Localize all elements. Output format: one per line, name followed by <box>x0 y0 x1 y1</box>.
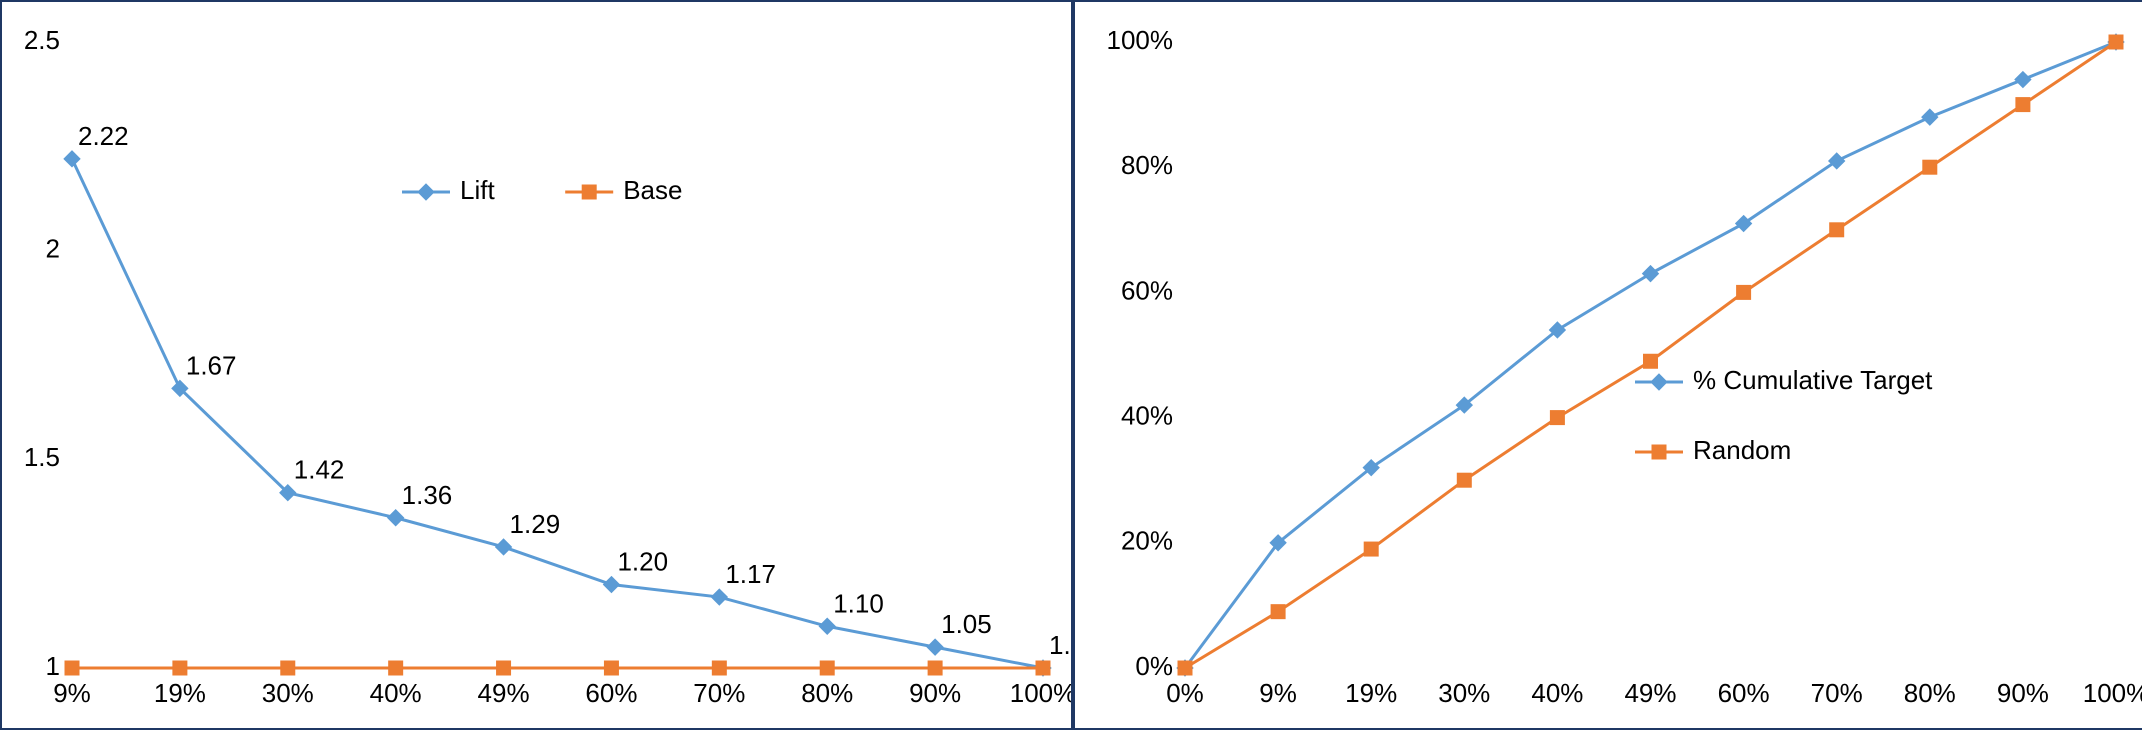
x-tick-label: 90% <box>909 678 961 708</box>
y-tick-label: 20% <box>1121 526 1173 556</box>
series-marker <box>603 577 619 593</box>
series-marker <box>173 661 187 675</box>
x-tick-label: 70% <box>693 678 745 708</box>
x-tick-label: 80% <box>1904 678 1956 708</box>
series-marker <box>820 661 834 675</box>
y-tick-label: 1 <box>46 651 60 681</box>
legend-label: Random <box>1693 435 1791 465</box>
x-tick-label: 30% <box>262 678 314 708</box>
lift-chart-panel: 1 1.5 2 2.5 9% 19% 30% 40% 49% 60% 70% 80% 90% 100% 2.… <box>0 0 1073 730</box>
x-tick-label: 9% <box>1259 678 1297 708</box>
x-tick-label: 100% <box>2083 678 2142 708</box>
series-marker <box>2015 72 2031 88</box>
y-tick-label: 2.5 <box>24 25 60 55</box>
x-tick-label: 40% <box>1531 678 1583 708</box>
x-tick-label: 70% <box>1811 678 1863 708</box>
x-tick-label: 0% <box>1166 678 1204 708</box>
series-marker <box>928 661 942 675</box>
series-marker <box>1737 285 1751 299</box>
series-marker <box>1923 160 1937 174</box>
y-tick-label: 60% <box>1121 275 1173 305</box>
series-marker <box>819 618 835 634</box>
data-label: 1.29 <box>510 509 561 539</box>
charts-container: 1 1.5 2 2.5 9% 19% 30% 40% 49% 60% 70% 80% 90% 100% 2.… <box>0 0 2142 730</box>
y-tick-label: 1.5 <box>24 442 60 472</box>
x-tick-label: 60% <box>1718 678 1770 708</box>
series-marker <box>65 661 79 675</box>
legend-label: % Cumulative Target <box>1693 365 1933 395</box>
series-marker <box>1830 223 1844 237</box>
data-label: 1.20 <box>617 547 668 577</box>
x-tick-label: 49% <box>1624 678 1676 708</box>
x-tick-label: 80% <box>801 678 853 708</box>
data-label: 1.10 <box>833 588 884 618</box>
legend-label: Base <box>623 175 682 205</box>
series-marker <box>2016 98 2030 112</box>
series-marker <box>927 639 943 655</box>
x-tick-label: 30% <box>1438 678 1490 708</box>
series-marker <box>1550 411 1564 425</box>
series-marker <box>712 661 726 675</box>
series-marker <box>1643 266 1659 282</box>
x-tick-label: 60% <box>585 678 637 708</box>
legend-marker <box>1652 445 1666 459</box>
legend-marker <box>1651 374 1667 390</box>
series-marker <box>1457 473 1471 487</box>
data-label: 1.00 <box>1049 630 1071 660</box>
y-tick-label: 40% <box>1121 400 1173 430</box>
x-tick-label: 40% <box>370 678 422 708</box>
series-marker <box>281 661 295 675</box>
series-marker <box>1036 661 1050 675</box>
legend-label: Lift <box>460 175 495 205</box>
series-marker <box>711 589 727 605</box>
legend-marker <box>582 185 596 199</box>
x-tick-label: 49% <box>478 678 530 708</box>
x-tick-label: 19% <box>1345 678 1397 708</box>
series-marker <box>497 661 511 675</box>
series-marker <box>1178 661 1192 675</box>
series-marker <box>1271 605 1285 619</box>
x-tick-label: 90% <box>1997 678 2049 708</box>
series-marker <box>64 151 80 167</box>
data-label: 1.42 <box>294 455 345 485</box>
gains-chart-panel: 0% 20% 40% 60% 80% 100% 0% 9% 19% 30% 40% 49% 60% 70%… <box>1073 0 2142 730</box>
x-tick-label: 9% <box>53 678 91 708</box>
series-marker <box>2109 35 2123 49</box>
y-tick-label: 0% <box>1135 651 1173 681</box>
data-label: 1.17 <box>725 559 776 589</box>
series-marker <box>1644 354 1658 368</box>
x-tick-label: 100% <box>1010 678 1071 708</box>
series-marker <box>1364 542 1378 556</box>
data-label: 1.36 <box>402 480 453 510</box>
data-label: 2.22 <box>78 121 129 151</box>
series-line <box>72 159 1043 668</box>
y-tick-label: 2 <box>46 234 60 264</box>
series-marker <box>389 661 403 675</box>
y-tick-label: 100% <box>1107 25 1174 55</box>
series-marker <box>1829 153 1845 169</box>
series-marker <box>1736 216 1752 232</box>
legend-marker <box>418 184 434 200</box>
x-tick-label: 19% <box>154 678 206 708</box>
data-label: 1.67 <box>186 350 237 380</box>
data-label: 1.05 <box>941 609 992 639</box>
series-marker <box>388 510 404 526</box>
series-marker <box>1922 109 1938 125</box>
y-tick-label: 80% <box>1121 150 1173 180</box>
series-marker <box>604 661 618 675</box>
series-marker <box>496 539 512 555</box>
